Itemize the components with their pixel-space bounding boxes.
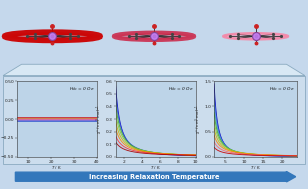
Ellipse shape <box>223 33 288 39</box>
Ellipse shape <box>120 33 188 39</box>
Text: Increasing Relaxation Temperature: Increasing Relaxation Temperature <box>89 174 219 180</box>
X-axis label: $T$ / K: $T$ / K <box>150 164 161 171</box>
FancyArrow shape <box>15 172 296 182</box>
Text: $H_{dc}$ = 0 Oe: $H_{dc}$ = 0 Oe <box>269 85 295 93</box>
X-axis label: $T$ / K: $T$ / K <box>51 164 63 171</box>
Ellipse shape <box>12 33 93 40</box>
Polygon shape <box>3 64 305 76</box>
Y-axis label: $\chi''$ / cm$^3$ mol$^{-1}$: $\chi''$ / cm$^3$ mol$^{-1}$ <box>95 104 105 134</box>
X-axis label: $T$ / K: $T$ / K <box>250 164 261 171</box>
Y-axis label: $\chi''$ / cm$^3$ mol$^{-1}$: $\chi''$ / cm$^3$ mol$^{-1}$ <box>193 104 204 134</box>
Ellipse shape <box>114 33 194 40</box>
Text: $H_{dc}$ = 0 Oe: $H_{dc}$ = 0 Oe <box>69 85 95 93</box>
Text: $H_{dc}$ = 0 Oe: $H_{dc}$ = 0 Oe <box>168 85 193 93</box>
Ellipse shape <box>5 32 100 40</box>
Polygon shape <box>3 76 305 164</box>
Ellipse shape <box>228 34 283 39</box>
